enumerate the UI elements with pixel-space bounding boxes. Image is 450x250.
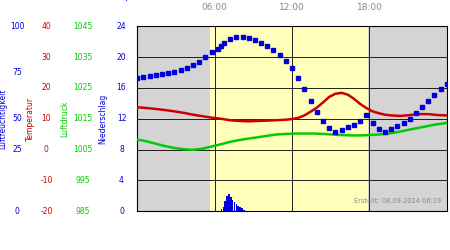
Text: Niederschlag: Niederschlag: [98, 94, 107, 144]
Text: 0: 0: [44, 145, 49, 154]
Bar: [234, 202, 235, 211]
Text: 15.06.24: 15.06.24: [137, 0, 174, 2]
Text: 1005: 1005: [73, 145, 93, 154]
Text: 1025: 1025: [74, 83, 93, 92]
Bar: [223, 206, 224, 211]
Text: 75: 75: [12, 68, 22, 77]
Bar: [241, 208, 243, 211]
Text: °C: °C: [40, 0, 52, 2]
Text: 10: 10: [41, 114, 51, 123]
Bar: [232, 200, 234, 211]
Bar: [210, 26, 368, 211]
Text: 40: 40: [41, 22, 51, 31]
Text: Luftdruck: Luftdruck: [60, 100, 69, 137]
Bar: [243, 210, 244, 211]
Bar: [225, 201, 226, 211]
Text: 1015: 1015: [74, 114, 93, 123]
Text: 24: 24: [117, 22, 126, 31]
Text: 0: 0: [119, 207, 124, 216]
Text: %: %: [13, 0, 22, 2]
Bar: [235, 204, 237, 211]
Bar: [137, 26, 210, 211]
Bar: [368, 26, 447, 211]
Text: 985: 985: [76, 207, 90, 216]
Text: 06:00: 06:00: [202, 4, 228, 13]
Text: 12:00: 12:00: [279, 4, 305, 13]
Text: 1045: 1045: [73, 22, 93, 31]
Bar: [226, 196, 228, 211]
Bar: [238, 206, 239, 211]
Text: 8: 8: [119, 145, 124, 154]
Text: 18:00: 18:00: [356, 4, 382, 13]
Bar: [230, 197, 231, 211]
Text: 50: 50: [12, 114, 22, 123]
Bar: [228, 194, 230, 211]
Text: 15.06.24: 15.06.24: [410, 0, 447, 2]
Text: 995: 995: [76, 176, 90, 185]
Text: mm/h: mm/h: [107, 0, 136, 2]
Text: 100: 100: [10, 22, 24, 31]
Text: 12: 12: [117, 114, 126, 123]
Text: -10: -10: [40, 176, 53, 185]
Bar: [239, 207, 241, 211]
Text: 20: 20: [41, 83, 51, 92]
Bar: [220, 210, 222, 211]
Text: 1035: 1035: [73, 53, 93, 62]
Text: Erstellt: 08.09.2024 06:19: Erstellt: 08.09.2024 06:19: [354, 198, 441, 204]
Text: 0: 0: [15, 207, 19, 216]
Text: 16: 16: [117, 83, 126, 92]
Text: Temperatur: Temperatur: [26, 97, 35, 141]
Text: 4: 4: [119, 176, 124, 185]
Text: -20: -20: [40, 207, 53, 216]
Text: 25: 25: [12, 145, 22, 154]
Text: hPa: hPa: [74, 0, 92, 2]
Text: 20: 20: [117, 53, 126, 62]
Text: Luftfeuchtigkeit: Luftfeuchtigkeit: [0, 88, 8, 149]
Text: 30: 30: [41, 53, 51, 62]
